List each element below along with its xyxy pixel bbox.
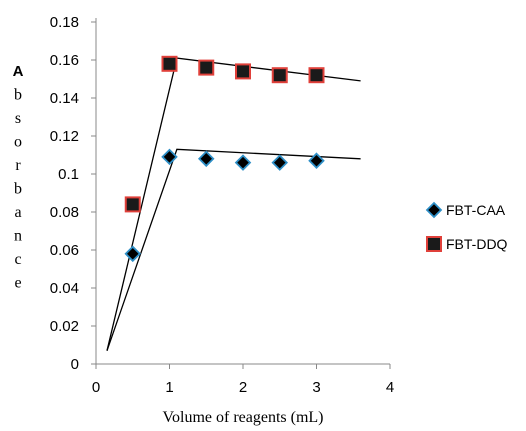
- y-tick-label: 0.1: [58, 166, 79, 183]
- caa-data-point: [161, 148, 178, 166]
- ddq-data-point: [198, 59, 215, 76]
- y-axis-label-letter: A: [13, 63, 24, 80]
- y-axis-label-letter: s: [15, 110, 21, 127]
- axes-group: 0 0.02 0.04 0.06 0.08 0.1 0.12 0.14 0.16 0.18 0 1 2 3…: [50, 14, 394, 396]
- x-tick-label: 2: [239, 379, 247, 396]
- legend-marker: [426, 236, 442, 252]
- y-tick-label: 0.06: [50, 242, 79, 259]
- trend-line: [106, 57, 361, 351]
- x-tick-label: 4: [386, 379, 394, 396]
- y-tick-label: 0.16: [50, 52, 79, 69]
- ddq-data-point: [235, 63, 251, 80]
- y-axis-label-letter: r: [15, 157, 21, 174]
- caa-data-point: [271, 154, 289, 171]
- trend-lines: [106, 57, 361, 351]
- legend-label: FBT-CAA: [446, 202, 506, 218]
- y-axis-label-letter: b: [14, 181, 22, 198]
- data-points: [124, 55, 325, 263]
- x-tick-label: 0: [92, 379, 100, 396]
- y-tick-label: 0.12: [50, 128, 79, 145]
- y-tick-label: 0: [71, 356, 79, 373]
- trend-line: [106, 148, 361, 351]
- y-axis-label-letter: a: [14, 204, 21, 221]
- ddq-data-point: [308, 67, 325, 84]
- x-axis-label: Volume of reagents (mL): [163, 409, 324, 426]
- x-tick-label: 3: [312, 379, 320, 396]
- ddq-data-point: [271, 67, 288, 84]
- caa-data-point: [308, 152, 325, 169]
- legend-marker: [425, 201, 443, 219]
- y-axis-label-letter: b: [14, 87, 22, 104]
- y-axis-label-letter: n: [14, 228, 22, 245]
- caa-data-point: [234, 154, 252, 171]
- caa-data-point: [197, 150, 215, 168]
- y-tick-label: 0.18: [50, 14, 79, 31]
- legend-label: FBT-DDQ: [446, 236, 508, 252]
- y-tick-label: 0.04: [50, 280, 79, 297]
- caa-data-point: [124, 245, 142, 263]
- legend: FBT-CAA FBT-DDQ: [425, 201, 508, 252]
- y-tick-label: 0.08: [50, 204, 79, 221]
- x-tick-label: 1: [165, 379, 173, 396]
- y-axis-label-letter: o: [14, 134, 22, 151]
- y-tick-label: 0.14: [50, 90, 79, 107]
- y-axis-label-letter: e: [14, 275, 21, 292]
- y-axis-label-letter: c: [14, 251, 21, 268]
- ddq-data-point: [124, 196, 141, 213]
- ddq-data-point: [161, 55, 178, 72]
- y-tick-label: 0.02: [50, 318, 79, 335]
